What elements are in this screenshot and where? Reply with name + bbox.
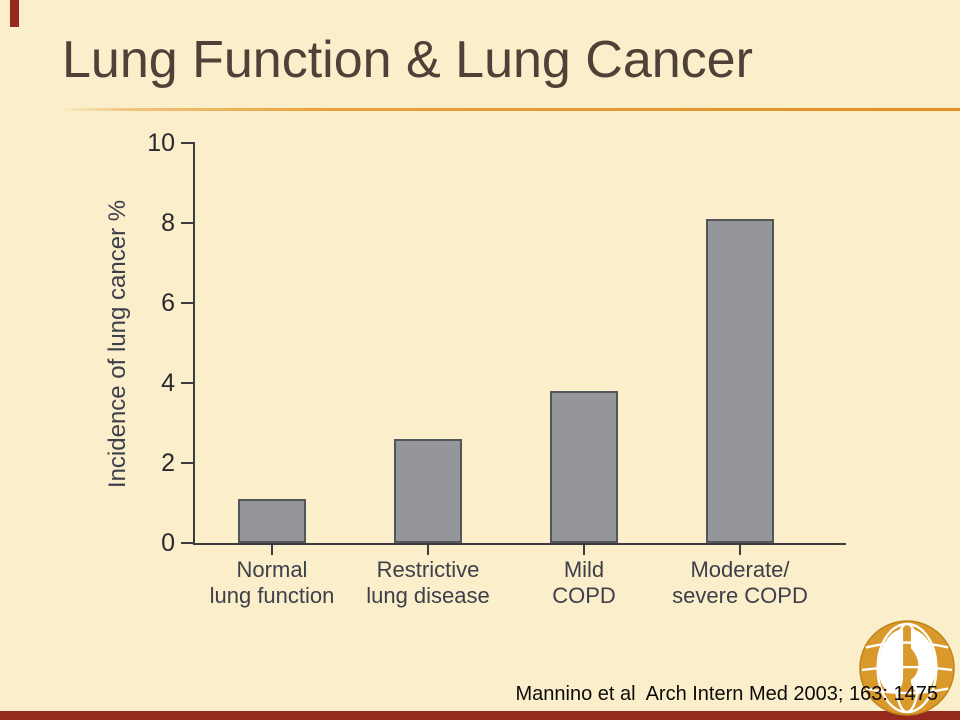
gold-globe-lungs-logo xyxy=(859,620,955,716)
bar xyxy=(550,391,618,543)
category-label: Normal lung function xyxy=(209,557,335,608)
y-axis-tick-label: 8 xyxy=(161,209,175,237)
y-axis-tick-label: 4 xyxy=(161,369,175,397)
y-axis-line xyxy=(193,142,195,545)
x-axis-tick xyxy=(271,545,273,555)
y-axis-tick xyxy=(181,142,193,144)
y-axis-tick xyxy=(181,302,193,304)
y-axis-label: Incidence of lung cancer % xyxy=(104,199,131,489)
top-accent-mark xyxy=(10,0,19,27)
x-axis-tick xyxy=(427,545,429,555)
y-axis-tick xyxy=(181,222,193,224)
x-axis-tick xyxy=(583,545,585,555)
category-label: Mild COPD xyxy=(552,557,616,608)
y-axis-tick xyxy=(181,382,193,384)
title-separator-line xyxy=(58,108,960,111)
y-axis-tick-label: 6 xyxy=(161,289,175,317)
bar xyxy=(394,439,462,543)
bar xyxy=(706,219,774,543)
x-axis-line xyxy=(193,543,846,545)
x-axis-tick xyxy=(739,545,741,555)
bar xyxy=(238,499,306,543)
category-label: Restrictive lung disease xyxy=(366,557,490,608)
y-axis-tick xyxy=(181,462,193,464)
y-axis-tick-label: 2 xyxy=(161,449,175,477)
citation: Mannino et al Arch Intern Med 2003; 163:… xyxy=(515,683,938,705)
category-label: Moderate/severe COPD xyxy=(672,557,808,608)
bottom-accent-band xyxy=(0,711,960,720)
y-axis-tick-label: 10 xyxy=(147,129,175,157)
slide-title: Lung Function & Lung Cancer xyxy=(62,31,753,89)
y-axis-tick-label: 0 xyxy=(161,529,175,557)
y-axis-tick xyxy=(181,542,193,544)
